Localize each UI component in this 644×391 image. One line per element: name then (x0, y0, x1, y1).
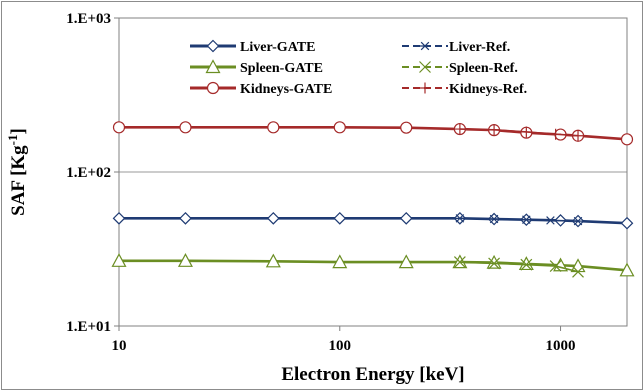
data-point (179, 121, 192, 134)
legend-label: Spleen-Ref. (449, 61, 518, 76)
data-point (488, 124, 500, 136)
data-point (518, 256, 534, 271)
legend-marker (206, 81, 220, 95)
x-tick-label: 10 (112, 338, 127, 354)
data-point (177, 253, 193, 267)
data-point (520, 258, 533, 271)
legend-marker (205, 59, 221, 74)
legend-item-spleen-gate: Spleen-GATE (190, 59, 323, 76)
data-point (179, 212, 192, 225)
y-axis-ticks: 1.E+01 1.E+02 1.E+03 (66, 11, 119, 335)
y-tick-label: 1.E+03 (66, 11, 111, 27)
data-point (454, 214, 466, 223)
legend-item-kidneys-ref: Kidneys-Ref. (402, 82, 527, 97)
series-kidneys-ref (454, 123, 584, 142)
data-point (488, 257, 501, 270)
legend-item-liver-ref: Liver-Ref. (402, 40, 510, 55)
x-axis-title: Electron Energy [keV] (281, 364, 464, 385)
x-tick-label: 100 (329, 338, 352, 354)
x-tick-label: 1000 (546, 338, 576, 354)
y-tick-label: 1.E+02 (66, 165, 111, 181)
legend-label: Kidneys-GATE (240, 82, 332, 97)
data-point (572, 130, 584, 142)
data-point (454, 123, 466, 135)
data-point (544, 216, 556, 225)
series-liver-ref (454, 214, 584, 226)
data-point (111, 253, 127, 267)
y-axis-title-superscript: -1 (5, 134, 20, 145)
data-point (486, 254, 502, 269)
data-point (398, 254, 414, 269)
legend-marker (206, 39, 220, 53)
legend-item-liver-gate: Liver-GATE (190, 39, 315, 55)
legend-item-kidneys-gate: Kidneys-GATE (190, 81, 332, 97)
series-layer (111, 121, 635, 278)
data-point (520, 215, 532, 224)
data-point (488, 214, 500, 224)
data-point (267, 121, 280, 134)
legend-item-spleen-ref: Spleen-Ref. (402, 61, 518, 76)
legend-label: Liver-Ref. (449, 40, 510, 55)
legend-marker (419, 82, 431, 94)
data-point (399, 212, 413, 225)
data-point (572, 265, 584, 278)
series-spleen-ref (453, 256, 584, 278)
legend-label: Liver-GATE (240, 40, 315, 55)
data-point (266, 212, 280, 225)
data-point (619, 262, 635, 277)
data-point (549, 260, 562, 272)
data-point (112, 121, 126, 134)
data-point (572, 216, 584, 226)
data-point (333, 212, 347, 225)
data-point (333, 121, 346, 134)
y-axis-title-close: ] (8, 128, 29, 134)
data-point (265, 253, 281, 268)
y-axis-title: SAF [Kg-1] (5, 128, 29, 216)
data-point (520, 126, 532, 138)
data-point (620, 216, 634, 230)
data-point (550, 128, 562, 140)
data-point (400, 121, 413, 134)
data-point (332, 254, 348, 269)
legend-marker (419, 41, 431, 51)
y-axis-title-main: SAF [Kg (8, 145, 29, 216)
legend: Liver-GATE Liver-Ref. Spleen-GATE Spleen-Re… (190, 39, 527, 97)
legend-label: Kidneys-Ref. (449, 82, 527, 97)
data-point (112, 212, 126, 225)
legend-marker (419, 61, 431, 73)
data-point (620, 133, 634, 146)
data-point (453, 256, 466, 269)
x-axis-ticks: 10 100 1000 (112, 326, 576, 354)
y-tick-label: 1.E+01 (66, 319, 111, 335)
legend-label: Spleen-GATE (240, 61, 323, 76)
